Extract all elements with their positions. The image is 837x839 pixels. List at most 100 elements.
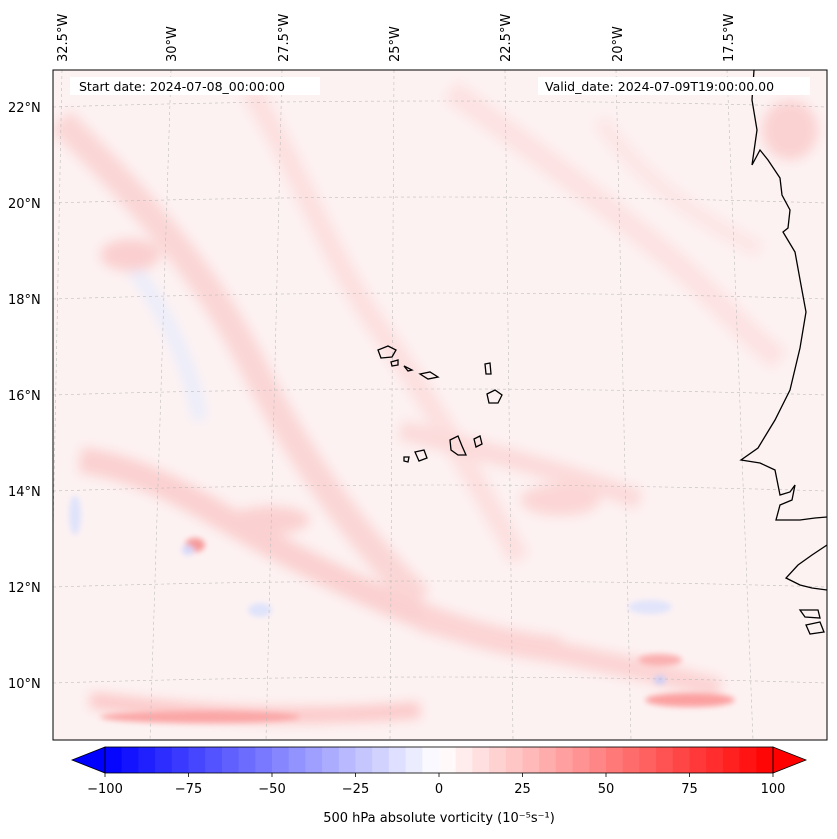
vorticity-blob <box>654 676 666 684</box>
colorbar-cell <box>505 747 523 773</box>
africa-coastline <box>739 70 827 521</box>
parallel-line <box>53 676 827 684</box>
colorbar-cell <box>138 747 156 773</box>
lon-label-20w: 20°W <box>611 26 626 62</box>
africa-coastline-south <box>784 544 827 591</box>
colorbar-cell <box>739 747 757 773</box>
cape-verde-sao-vicente <box>390 359 399 367</box>
colorbar-cell <box>472 747 490 773</box>
colorbar-tick-label: −25 <box>342 782 369 797</box>
cape-verde-santa-luzia <box>418 371 440 380</box>
map-frame <box>52 69 828 741</box>
colorbar-tick-label: −50 <box>258 782 285 797</box>
meridian-line <box>389 70 395 740</box>
vorticity-band <box>53 110 430 610</box>
colorbar-cell <box>121 747 139 773</box>
start-date-box <box>70 77 320 95</box>
colorbar-tick-label: 0 <box>435 782 443 797</box>
colorbar-cell <box>555 747 573 773</box>
colorbar-tick-label: −75 <box>175 782 202 797</box>
cape-verde-boa-vista <box>486 389 503 404</box>
colorbar-cell <box>255 747 273 773</box>
graticule <box>53 70 827 740</box>
longitude-labels: 32.5°W 30°W 27.5°W 25°W 22.5°W 20°W 17.5… <box>56 14 737 62</box>
colorbar-tick-label: 100 <box>761 782 786 797</box>
colorbar-cell <box>589 747 607 773</box>
colorbar-tick-label: 75 <box>681 782 698 797</box>
colorbar-cell <box>672 747 690 773</box>
colorbar-cell <box>288 747 306 773</box>
colorbar-cell <box>706 747 724 773</box>
vorticity-blob <box>248 603 272 617</box>
cape-verde-sal <box>484 362 492 375</box>
colorbar-cell <box>338 747 356 773</box>
vorticity-band <box>240 84 530 566</box>
vorticity-field <box>53 80 818 724</box>
vorticity-band <box>443 80 788 370</box>
cape-verde-sao-nicolau <box>403 365 414 372</box>
colorbar-cell <box>388 747 406 773</box>
colorbar: −100 −75 −50 −25 0 25 50 75 100 500 hPa … <box>70 746 808 826</box>
lon-label-17-5w: 17.5°W <box>722 14 737 62</box>
cape-verde-fogo <box>414 449 428 462</box>
latitude-labels: 22°N 20°N 18°N 16°N 14°N 12°N 10°N <box>8 101 41 692</box>
map-panel: Start date: 2024-07-08_00:00:00 Valid_da… <box>52 69 828 741</box>
colorbar-ticks <box>104 773 774 777</box>
lat-label-14n: 14°N <box>8 485 41 500</box>
lat-label-12n: 12°N <box>8 581 41 596</box>
lon-label-27-5w: 27.5°W <box>277 14 292 62</box>
vorticity-blob <box>638 654 682 666</box>
vorticity-band <box>397 420 644 510</box>
bijagos-islands <box>805 621 825 635</box>
parallel-line <box>53 484 827 492</box>
parallel-line <box>53 580 827 588</box>
vorticity-blob <box>182 545 194 555</box>
parallel-line <box>53 388 827 396</box>
bijagos-islands <box>798 609 821 619</box>
colorbar-cell <box>105 747 123 773</box>
colorbar-cell <box>322 747 340 773</box>
colorbar-cell <box>455 747 473 773</box>
vorticity-blob <box>230 506 310 534</box>
colorbar-cell <box>205 747 223 773</box>
colorbar-cell <box>238 747 256 773</box>
parallel-line <box>53 292 827 300</box>
meridian-line <box>726 70 754 740</box>
colorbar-cell <box>622 747 640 773</box>
lat-label-10n: 10°N <box>8 677 41 692</box>
vorticity-blob <box>69 495 81 535</box>
colorbar-cell <box>722 747 740 773</box>
lon-label-30w: 30°W <box>165 26 180 62</box>
valid-date-text: Valid_date: 2024-07-09T19:00:00.00 <box>545 79 774 94</box>
colorbar-cell <box>188 747 206 773</box>
lon-label-25w: 25°W <box>388 26 403 62</box>
cape-verde-santiago <box>449 435 468 456</box>
vorticity-blob <box>100 239 160 271</box>
colorbar-cell <box>221 747 239 773</box>
lon-label-32-5w: 32.5°W <box>56 14 71 62</box>
vorticity-blob <box>628 600 672 614</box>
meridian-line <box>265 70 283 740</box>
meridian-line <box>149 70 172 740</box>
colorbar-cell <box>405 747 423 773</box>
colorbar-cell <box>355 747 373 773</box>
vorticity-blob <box>520 484 600 516</box>
colorbar-cell <box>606 747 624 773</box>
vorticity-blob <box>762 100 818 160</box>
parallel-line <box>53 196 827 204</box>
colorbar-cell <box>439 747 457 773</box>
colorbar-cell <box>639 747 657 773</box>
colorbar-cell <box>572 747 590 773</box>
start-date-text: Start date: 2024-07-08_00:00:00 <box>79 79 285 94</box>
coastline <box>377 70 827 635</box>
lat-label-20n: 20°N <box>8 197 41 212</box>
colorbar-cells <box>105 747 774 773</box>
colorbar-tick-label: 50 <box>598 782 615 797</box>
colorbar-cell <box>656 747 674 773</box>
vorticity-band <box>592 114 765 259</box>
cape-verde-brava <box>403 456 410 463</box>
colorbar-low-extension <box>70 746 106 774</box>
vorticity-blob <box>100 711 300 723</box>
colorbar-tick-label: −100 <box>87 782 123 797</box>
vorticity-band <box>416 609 724 701</box>
